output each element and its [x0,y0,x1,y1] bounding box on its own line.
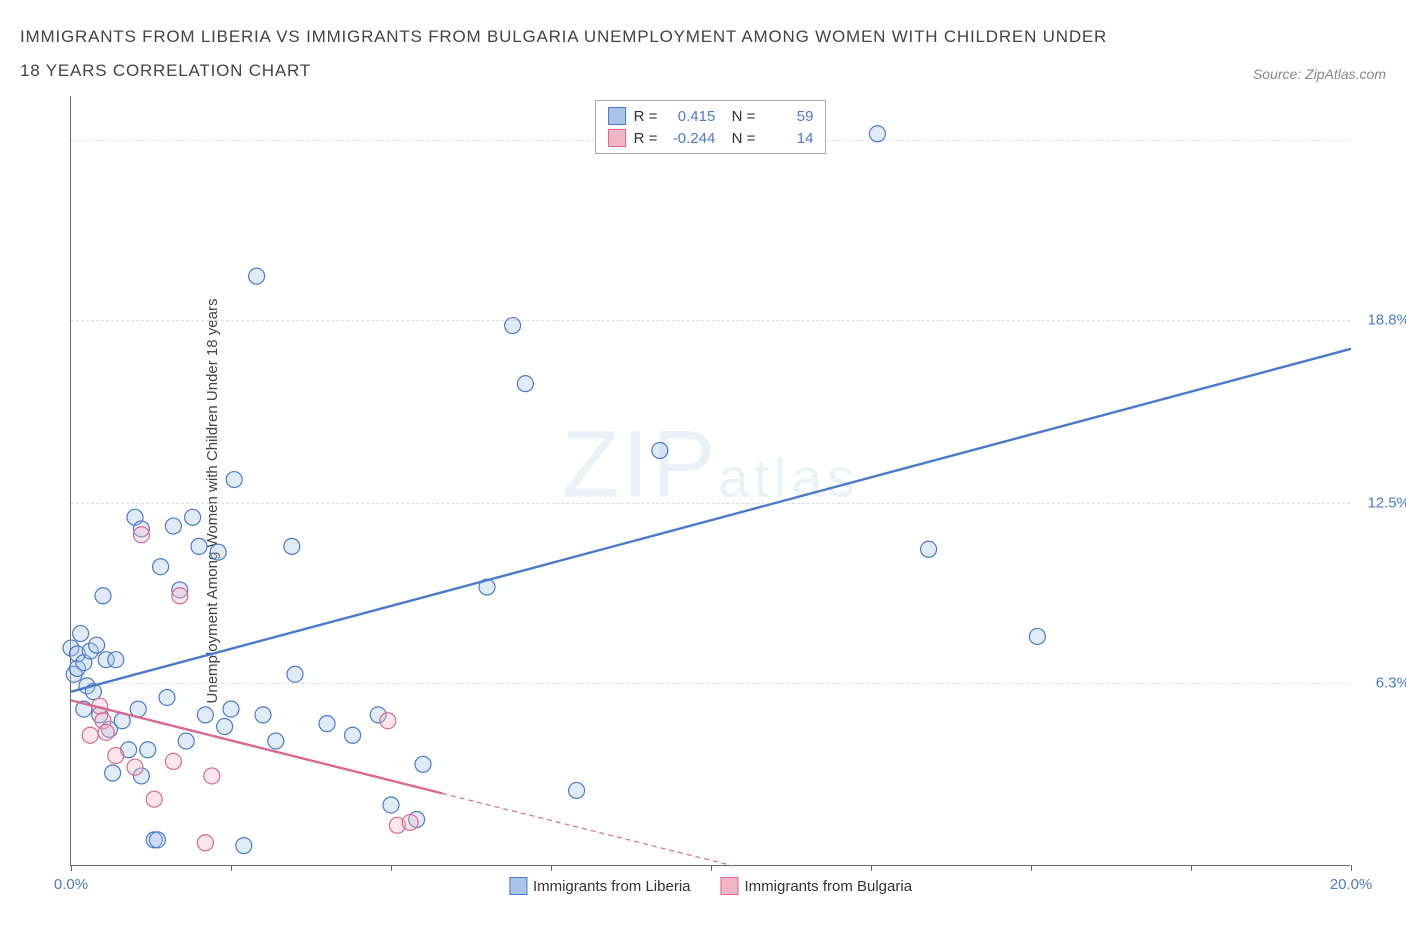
data-point-bulgaria [133,527,149,543]
legend-r-value: 0.415 [665,108,715,125]
x-tick [391,865,392,871]
data-point-liberia [505,318,521,334]
data-point-liberia [415,756,431,772]
legend-swatch-icon [720,877,738,895]
data-point-liberia [95,588,111,604]
legend-n-value: 14 [763,130,813,147]
x-tick [71,865,72,871]
data-point-liberia [652,442,668,458]
data-point-liberia [159,689,175,705]
legend-n-value: 59 [763,108,813,125]
legend-series-item: Immigrants from Liberia [509,877,691,895]
data-point-liberia [140,742,156,758]
data-point-bulgaria [172,588,188,604]
legend-swatch-icon [608,129,626,147]
legend-stats: R = 0.415 N = 59 R = -0.244 N = 14 [595,100,827,154]
data-point-liberia [569,782,585,798]
legend-swatch-icon [608,107,626,125]
plot-area: ZIPatlas 6.3%12.5%18.8% R =0.415 N =59R … [70,96,1350,866]
data-point-bulgaria [127,759,143,775]
data-point-liberia [178,733,194,749]
x-tick [231,865,232,871]
x-tick [1031,865,1032,871]
legend-stats-row: R = 0.415 N = 59 [608,105,814,127]
x-tick [1351,865,1352,871]
trend-line-liberia [71,349,1351,692]
data-point-liberia [165,518,181,534]
y-tick-label: 6.3% [1376,674,1406,691]
legend-series-label: Immigrants from Bulgaria [744,878,912,895]
legend-series-label: Immigrants from Liberia [533,878,691,895]
data-point-liberia [73,626,89,642]
data-point-liberia [319,716,335,732]
data-point-liberia [383,797,399,813]
data-point-bulgaria [108,748,124,764]
data-point-liberia [236,838,252,854]
data-point-bulgaria [380,713,396,729]
data-point-liberia [345,727,361,743]
data-point-liberia [108,652,124,668]
data-point-liberia [197,707,213,723]
data-point-liberia [149,832,165,848]
data-point-liberia [517,376,533,392]
data-point-bulgaria [197,835,213,851]
legend-series: Immigrants from Liberia Immigrants from B… [509,877,912,895]
x-tick [871,865,872,871]
data-point-liberia [210,544,226,560]
legend-series-item: Immigrants from Bulgaria [720,877,912,895]
data-point-bulgaria [204,768,220,784]
data-point-liberia [921,541,937,557]
data-point-liberia [89,637,105,653]
legend-r-label: R = [634,108,658,125]
data-point-liberia [191,538,207,554]
x-tick [551,865,552,871]
data-point-liberia [185,509,201,525]
plot-svg [71,96,1350,865]
legend-r-value: -0.244 [665,130,715,147]
data-point-bulgaria [165,753,181,769]
x-tick [711,865,712,871]
chart-title: IMMIGRANTS FROM LIBERIA VS IMMIGRANTS FR… [20,20,1120,88]
legend-swatch-icon [509,877,527,895]
data-point-bulgaria [402,814,418,830]
x-tick-label: 0.0% [54,876,88,893]
data-point-liberia [223,701,239,717]
data-point-liberia [287,666,303,682]
data-point-liberia [249,268,265,284]
trend-line-dashed-bulgaria [442,793,734,866]
data-point-bulgaria [146,791,162,807]
legend-stats-row: R = -0.244 N = 14 [608,127,814,149]
data-point-liberia [255,707,271,723]
x-tick-label: 20.0% [1330,876,1373,893]
chart-container: Unemployment Among Women with Children U… [20,96,1380,906]
data-point-bulgaria [98,724,114,740]
data-point-liberia [226,472,242,488]
data-point-liberia [105,765,121,781]
legend-n-label: N = [723,108,755,125]
y-tick-label: 12.5% [1367,494,1406,511]
data-point-liberia [1029,628,1045,644]
legend-r-label: R = [634,130,658,147]
legend-n-label: N = [723,130,755,147]
data-point-liberia [268,733,284,749]
data-point-liberia [284,538,300,554]
x-tick [1191,865,1192,871]
data-point-liberia [217,719,233,735]
data-point-liberia [153,559,169,575]
source-attribution: Source: ZipAtlas.com [1253,66,1386,88]
y-tick-label: 18.8% [1367,311,1406,328]
data-point-liberia [869,126,885,142]
data-point-bulgaria [82,727,98,743]
